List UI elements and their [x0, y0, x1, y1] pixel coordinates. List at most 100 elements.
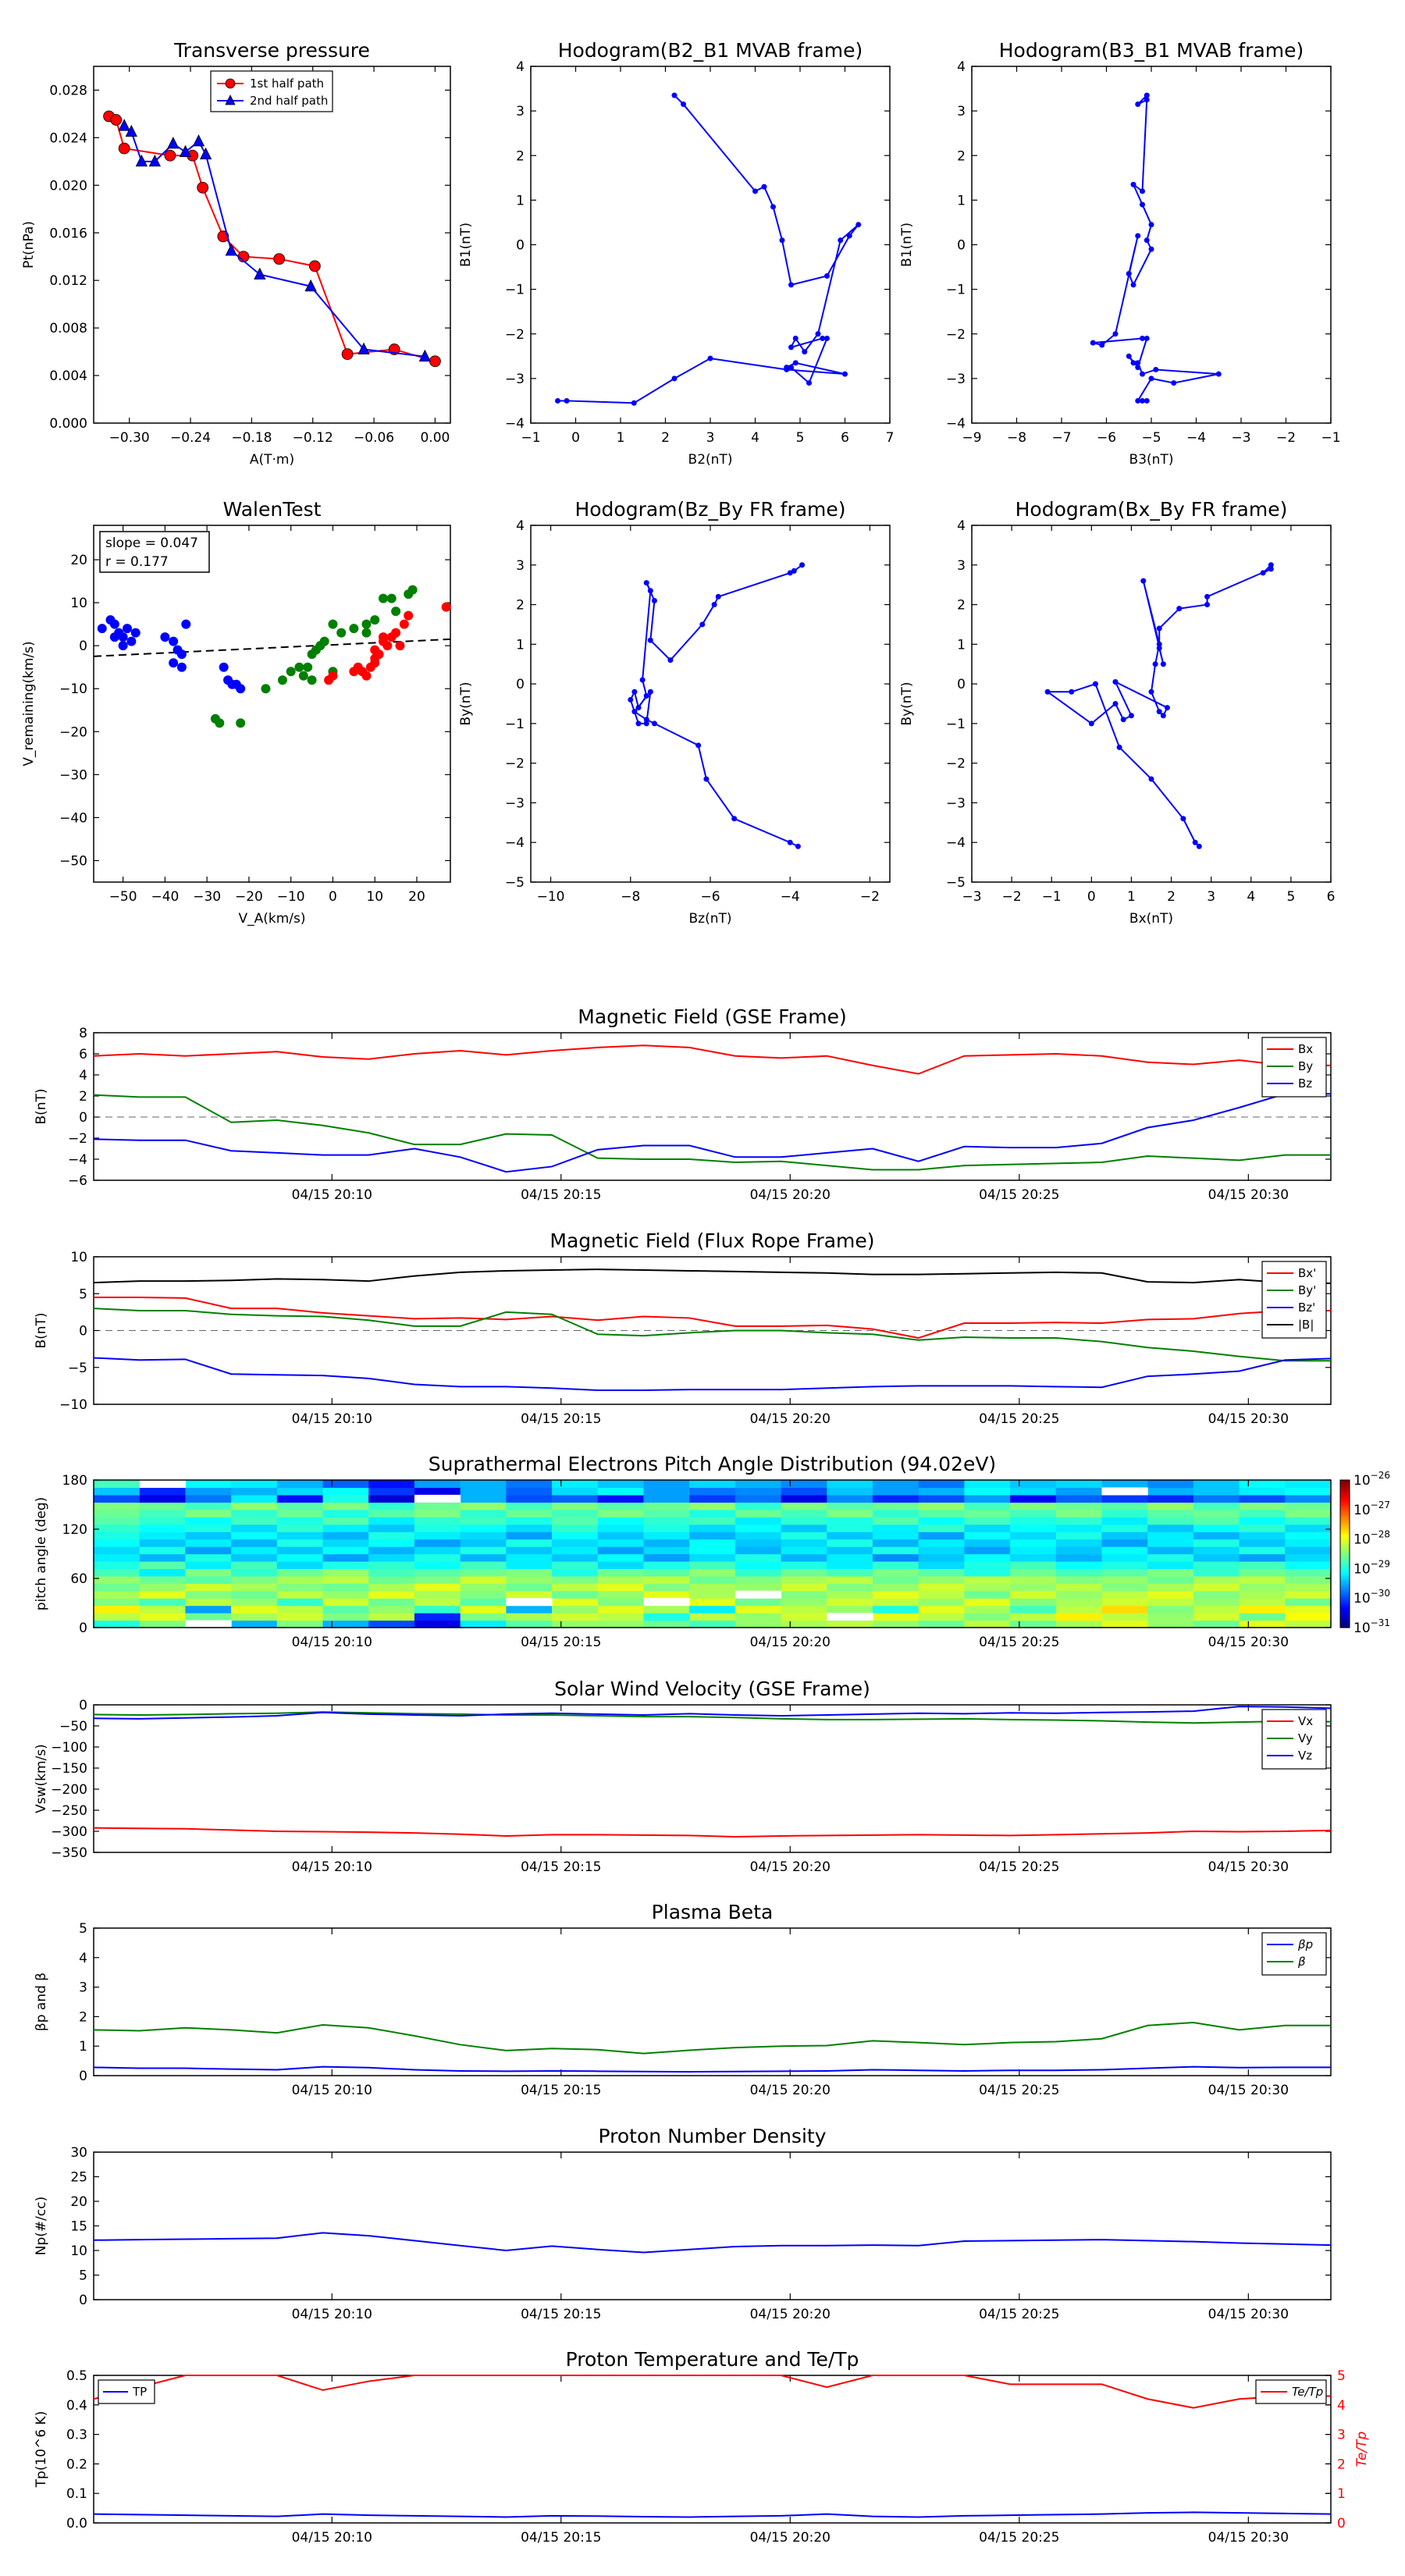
heatmap-cell [185, 1517, 232, 1525]
y-tick-label: −10 [59, 1397, 87, 1413]
plot-frame [93, 525, 451, 883]
x-tick-label: −2 [1276, 430, 1296, 446]
heatmap-cell [460, 1546, 507, 1555]
heatmap-cell [231, 1583, 278, 1592]
data-point [215, 718, 225, 728]
legend-marker [225, 78, 236, 89]
heatmap-cell [506, 1502, 553, 1510]
heatmap-cell [1147, 1546, 1194, 1555]
heatmap-cell [231, 1546, 278, 1555]
heatmap-cell [643, 1560, 690, 1569]
heatmap-cell [368, 1583, 415, 1592]
colorbar-step [1340, 1543, 1350, 1547]
heatmap-cell [368, 1539, 415, 1547]
series-line [93, 1827, 1332, 1838]
heatmap-cell [597, 1532, 645, 1540]
data-point [752, 188, 758, 194]
heatmap-cell [552, 1539, 599, 1547]
heatmap-cell [597, 1546, 645, 1555]
chart-title: Proton Temperature and Te/Tp [566, 2348, 859, 2371]
y-tick-label: 0.1 [66, 2486, 87, 2502]
y-axis-label: Np(#/cc) [34, 2197, 49, 2255]
y-tick-label: −4 [505, 835, 525, 851]
data-point [643, 720, 649, 727]
heatmap-cell [781, 1568, 827, 1577]
heatmap-cell [231, 1509, 278, 1517]
y-tick-label: 0 [79, 639, 87, 654]
x-tick-label: 3 [1207, 889, 1215, 905]
x-tick-label: 0 [571, 430, 580, 446]
heatmap-cell [185, 1539, 232, 1547]
legend-label: TP [132, 2385, 147, 2399]
data-point [1204, 602, 1211, 608]
heatmap-cell [643, 1583, 690, 1592]
data-point [761, 183, 767, 190]
heatmap-cell [781, 1598, 827, 1606]
heatmap-cell [872, 1509, 919, 1517]
data-point [336, 628, 347, 638]
heatmap-cell [1147, 1487, 1194, 1496]
y-tick-label-right: 3 [1337, 2428, 1346, 2443]
plot-frame [971, 66, 1332, 424]
heatmap-cell [689, 1560, 736, 1569]
colorbar-step [1340, 1600, 1350, 1604]
heatmap-cell [1010, 1517, 1057, 1525]
x-tick-label: −20 [235, 889, 263, 905]
heatmap-cell [689, 1590, 736, 1599]
colorbar-step [1340, 1553, 1350, 1557]
y-tick-label: 3 [79, 1980, 87, 1996]
colorbar-step [1340, 1615, 1350, 1618]
heatmap-cell [1055, 1560, 1103, 1569]
heatmap-cell [689, 1539, 736, 1547]
data-point [181, 619, 191, 629]
y-tick-label: −1 [946, 283, 966, 298]
heatmap-cell [781, 1517, 827, 1525]
x-tick-label: 04/15 20:20 [750, 2083, 831, 2098]
data-point [631, 709, 638, 715]
heatmap-cell [918, 1553, 965, 1562]
y-tick-label: 0.5 [66, 2368, 87, 2384]
data-point [407, 585, 418, 595]
data-point [564, 397, 570, 404]
heatmap-cell [231, 1598, 278, 1606]
heatmap-cell [643, 1620, 690, 1628]
heatmap-cell [368, 1502, 415, 1510]
heatmap-cell [368, 1480, 415, 1489]
data-point [643, 580, 649, 586]
panel-h1: Hodogram(B2_B1 MVAB frame) −1 0 1 2 3 4 5 6 7 −4 −3… [458, 39, 894, 468]
heatmap-cell [460, 1532, 507, 1540]
colorbar-tick-exponent: −31 [1371, 1617, 1390, 1628]
heatmap-cell [689, 1480, 736, 1489]
colorbar-step [1340, 1500, 1350, 1503]
heatmap-cell [827, 1575, 873, 1584]
data-point [1092, 681, 1098, 687]
heatmap-cell [597, 1560, 645, 1569]
data-point [391, 607, 401, 617]
series-line [93, 2511, 1332, 2518]
data-point [118, 632, 128, 642]
heatmap-cell [506, 1568, 553, 1577]
y-tick-label: 0.2 [66, 2457, 87, 2472]
heatmap-cell [643, 1539, 690, 1547]
heatmap-cell [322, 1590, 369, 1599]
heatmap-cell [872, 1546, 919, 1555]
heatmap-cell [1239, 1568, 1286, 1577]
heatmap-cell [781, 1553, 827, 1562]
panel-pt: Transverse pressure −0.30 −0.24 −0.18 −0.12 −… [21, 39, 451, 468]
colorbar-step [1340, 1613, 1350, 1616]
heatmap-cell [781, 1539, 827, 1547]
heatmap-cell [506, 1613, 553, 1621]
heatmap-cell [1285, 1575, 1332, 1584]
panel-h4: Hodogram(Bx_By FR frame)−3 −2 −1 0 1 2 3 4 5 6−5−… [899, 498, 1335, 927]
slope-label: slope = 0.047 [105, 535, 198, 551]
y-axis-label: B(nT) [34, 1088, 49, 1124]
chart-title: Transverse pressure [173, 39, 370, 62]
heatmap-cell [643, 1575, 690, 1584]
heatmap-cell [964, 1487, 1011, 1496]
heatmap-cell [322, 1568, 369, 1577]
data-point [647, 688, 653, 695]
heatmap-cell [506, 1605, 553, 1614]
heatmap-cell [322, 1480, 369, 1489]
heatmap-cell [872, 1553, 919, 1562]
panel-h2: Hodogram(B3_B1 MVAB frame) −9 −8 −7 −6 −5 −4 −3… [899, 39, 1341, 468]
